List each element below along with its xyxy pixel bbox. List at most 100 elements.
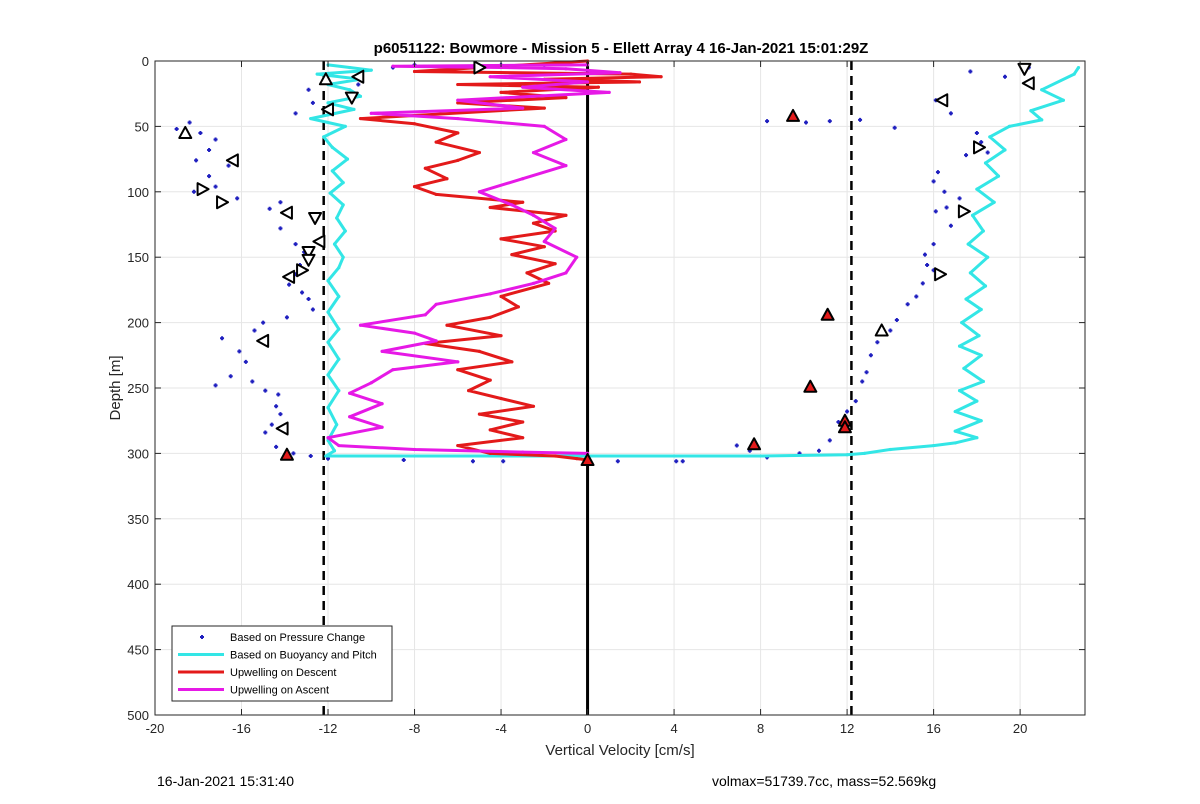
- pressure-change-point: [252, 328, 257, 333]
- pressure-change-point: [356, 82, 361, 87]
- pressure-change-point: [278, 412, 283, 417]
- series-vertex: [358, 116, 363, 121]
- pressure-change-point: [267, 206, 272, 211]
- series-vertex: [564, 213, 568, 217]
- series-vertex: [412, 331, 417, 335]
- series-vertex: [358, 323, 363, 327]
- series-vertex: [979, 353, 983, 357]
- pressure-change-point: [207, 174, 212, 179]
- series-vertex: [337, 266, 341, 270]
- series-vertex: [962, 366, 966, 370]
- pressure-change-point: [868, 353, 873, 358]
- series-vertex: [335, 423, 339, 427]
- series-vertex: [1061, 98, 1065, 102]
- series-vertex: [531, 221, 536, 225]
- pressure-change-point: [888, 328, 893, 333]
- reference-lines: [322, 61, 853, 715]
- series-vertex: [499, 90, 503, 94]
- series-vertex: [488, 315, 492, 319]
- triangle-marker-left: [935, 93, 949, 108]
- series-vertex: [348, 88, 352, 92]
- pressure-change-point: [293, 111, 298, 116]
- series-vertex: [369, 111, 373, 115]
- series-vertex: [553, 262, 557, 266]
- pressure-change-point: [269, 422, 274, 427]
- series-vertex: [348, 391, 352, 395]
- triangle-marker-right: [296, 263, 310, 278]
- pressure-change-point: [765, 119, 770, 124]
- pressure-change-point: [274, 404, 279, 409]
- series-vertex: [988, 135, 992, 139]
- pressure-change-point: [310, 307, 315, 312]
- series-vertex: [981, 229, 985, 233]
- series-vertex: [981, 379, 985, 384]
- series-vertex: [477, 349, 482, 353]
- series-vertex: [456, 360, 460, 364]
- series-vertex: [968, 271, 972, 275]
- pressure-change-point: [827, 119, 832, 124]
- pressure-change-point: [615, 459, 620, 464]
- pressure-change-point: [864, 370, 869, 375]
- series-vertex: [510, 252, 514, 257]
- pressure-change-point: [226, 163, 231, 168]
- series-vertex: [499, 334, 503, 338]
- triangle-marker-up: [874, 323, 889, 337]
- y-tick-label: 0: [142, 54, 149, 69]
- series-vertex: [335, 216, 339, 220]
- series-vertex: [434, 302, 438, 306]
- series-vertex: [1040, 118, 1044, 122]
- series-vertex: [348, 415, 352, 419]
- footer-volmax-mass: volmax=51739.7cc, mass=52.569kg: [712, 773, 937, 789]
- series-vertex: [337, 327, 341, 331]
- triangle-marker-up: [279, 447, 294, 461]
- pressure-change-point: [284, 315, 289, 320]
- series-vertex: [348, 65, 352, 70]
- pressure-change-point: [174, 127, 179, 132]
- series-vertex: [953, 429, 957, 433]
- series-vertex: [983, 284, 988, 288]
- series-vertex: [953, 441, 957, 445]
- series-vertex: [977, 334, 981, 338]
- series-vertex: [979, 307, 983, 312]
- series-vertex: [957, 389, 962, 393]
- x-tick-label: 0: [584, 721, 591, 736]
- series-vertex: [1007, 124, 1011, 128]
- series-vertex: [326, 406, 330, 410]
- pressure-change-point: [276, 392, 281, 397]
- y-axis-label: Depth [m]: [107, 355, 124, 420]
- pressure-change-point: [306, 297, 311, 302]
- pressure-change-point: [860, 379, 865, 384]
- pressure-change-point: [931, 242, 936, 247]
- series-vertex: [521, 106, 525, 110]
- series-vertex: [456, 443, 460, 448]
- series-vertex: [326, 101, 330, 105]
- series-vertex: [564, 137, 568, 142]
- pressure-change-point: [680, 459, 685, 464]
- series-vertex: [531, 150, 536, 155]
- pressure-change-point: [922, 252, 927, 257]
- series-vertex: [975, 399, 979, 403]
- triangle-marker-up: [837, 420, 852, 434]
- pressure-change-point: [207, 147, 212, 152]
- x-tick-label: -4: [495, 721, 507, 736]
- triangle-marker-left: [282, 269, 296, 284]
- x-axis-label: Vertical Velocity [cm/s]: [545, 742, 694, 759]
- series-vertex: [434, 192, 438, 197]
- pressure-change-point: [948, 223, 953, 228]
- data-markers: [178, 60, 1035, 466]
- series-vertex: [477, 412, 482, 416]
- pressure-change-point: [816, 448, 821, 453]
- triangle-marker-left: [279, 205, 293, 220]
- triangle-marker-right: [196, 182, 210, 197]
- series-vertex: [380, 425, 384, 429]
- pressure-change-point: [905, 302, 910, 307]
- triangle-marker-down: [308, 211, 323, 225]
- triangle-marker-up: [786, 108, 801, 122]
- pressure-change-point: [827, 438, 832, 443]
- series-vertex: [553, 226, 557, 231]
- triangle-marker-up: [580, 452, 595, 466]
- series-vertex: [456, 131, 460, 135]
- series-vertex: [332, 449, 337, 453]
- series-vertex: [343, 124, 347, 128]
- series-vertex: [352, 107, 356, 111]
